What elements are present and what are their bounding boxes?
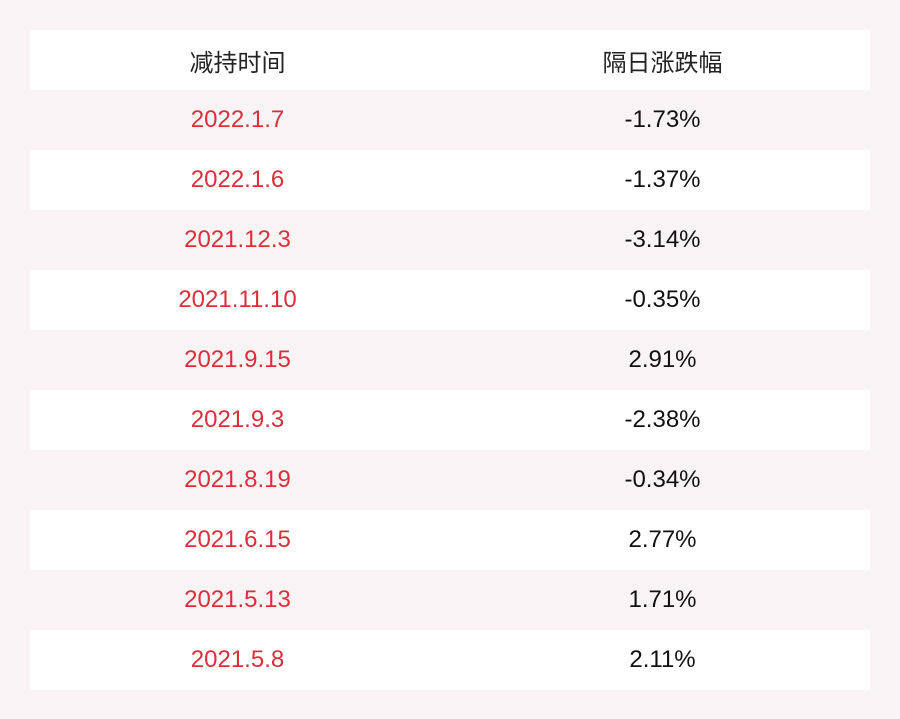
date-cell: 2021.11.10 <box>178 286 297 313</box>
change-cell: -0.35% <box>624 286 701 313</box>
change-cell: 2.77% <box>628 526 697 553</box>
table-row: 2021.8.19 -0.34% <box>30 450 870 510</box>
change-cell: -1.37% <box>624 166 701 193</box>
change-cell: -2.38% <box>624 406 701 433</box>
table-row: 2021.9.3 -2.38% <box>30 390 870 450</box>
date-cell: 2021.8.19 <box>184 466 291 493</box>
change-cell: -0.34% <box>624 466 701 493</box>
date-cell: 2021.6.15 <box>184 526 291 553</box>
date-cell: 2022.1.7 <box>190 106 285 133</box>
date-cell: 2021.5.13 <box>184 586 291 613</box>
change-cell: -3.14% <box>624 226 701 253</box>
date-cell: 2021.9.15 <box>184 346 291 373</box>
table-row: 2022.1.6 -1.37% <box>30 150 870 210</box>
table-row: 2021.12.3 -3.14% <box>30 210 870 270</box>
table-row: 2021.5.8 2.11% <box>30 630 870 690</box>
table-header: 减持时间 隔日涨跌幅 <box>30 30 870 90</box>
date-cell: 2021.5.8 <box>190 646 285 673</box>
table-row: 2021.11.10 -0.35% <box>30 270 870 330</box>
table-row: 2021.5.13 1.71% <box>30 570 870 630</box>
change-cell: 2.11% <box>629 646 696 673</box>
table-row: 2021.9.15 2.91% <box>30 330 870 390</box>
table-row: 2021.6.15 2.77% <box>30 510 870 570</box>
change-cell: 1.71% <box>628 586 697 613</box>
table-row: 2022.1.7 -1.73% <box>30 90 870 150</box>
data-table: 减持时间 隔日涨跌幅 2022.1.7 -1.73% 2022.1.6 -1.37% 2… <box>30 30 870 690</box>
change-cell: 2.91% <box>628 346 697 373</box>
change-cell: -1.73% <box>624 106 701 133</box>
header-change: 隔日涨跌幅 <box>602 49 723 77</box>
date-cell: 2021.12.3 <box>184 226 291 253</box>
date-cell: 2022.1.6 <box>190 166 285 193</box>
header-date: 减持时间 <box>189 49 286 77</box>
date-cell: 2021.9.3 <box>190 406 285 433</box>
